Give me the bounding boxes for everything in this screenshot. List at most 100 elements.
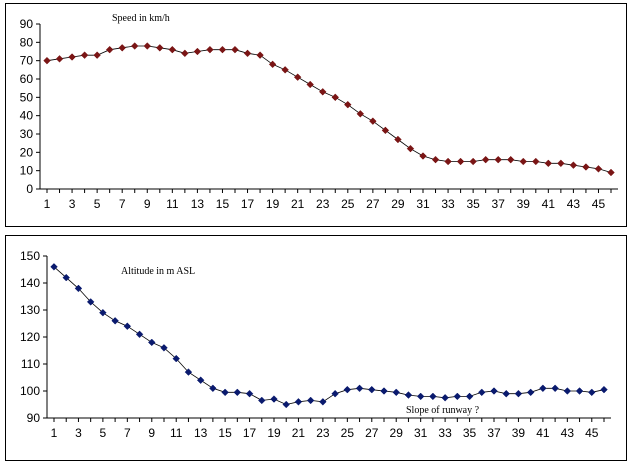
speed-y-tick-label: 80 [20, 35, 34, 49]
altitude-data-point [306, 396, 315, 405]
altitude-data-point [148, 338, 156, 347]
speed-data-point [306, 80, 314, 89]
altitude-data-point [331, 389, 339, 398]
speed-x-tick-label: 41 [542, 197, 556, 211]
speed-y-tick-label: 0 [26, 182, 33, 196]
altitude-x-tick-label: 39 [512, 426, 526, 440]
altitude-data-point [465, 392, 474, 401]
altitude-data-point [160, 344, 168, 352]
altitude-x-tick-label: 37 [487, 426, 501, 440]
speed-chart-panel: 0 10 20 30 40 50 60 70 80 90 1 3 5 7 9 11 13 15 17 19 21 23 25… [5, 3, 627, 227]
altitude-x-tick-label: 27 [365, 426, 379, 440]
speed-data-point [557, 159, 565, 168]
altitude-x-tick-label: 33 [438, 426, 452, 440]
speed-y-tick-label: 60 [20, 72, 34, 86]
speed-x-tick-label: 35 [466, 197, 480, 211]
speed-x-tick-label: 19 [266, 197, 280, 211]
altitude-x-tick-label: 5 [100, 426, 107, 440]
speed-data-point [506, 155, 515, 164]
speed-data-point [181, 49, 189, 58]
speed-x-tick-label: 45 [592, 197, 606, 211]
altitude-data-point [551, 384, 559, 393]
speed-data-point [331, 93, 340, 102]
speed-data-point [105, 45, 114, 54]
speed-data-point [318, 88, 327, 96]
altitude-data-point [209, 384, 217, 393]
speed-data-point [193, 47, 202, 56]
speed-data-point [607, 168, 615, 177]
altitude-data-point [490, 387, 498, 395]
altitude-y-tick-label: 140 [20, 276, 40, 290]
altitude-annotation: Slope of runway ? [406, 405, 480, 416]
altitude-data-point [123, 322, 132, 330]
speed-data-point [168, 45, 177, 54]
altitude-data-point [526, 388, 535, 397]
speed-data-point [293, 73, 302, 81]
altitude-data-point [282, 400, 290, 409]
altitude-data-point [416, 392, 425, 401]
altitude-data-point [319, 398, 327, 406]
altitude-x-tick-label: 1 [51, 426, 58, 440]
altitude-x-tick-label: 19 [267, 426, 281, 440]
altitude-data-point [62, 273, 70, 282]
altitude-data-point [111, 317, 119, 325]
speed-data-point [444, 157, 452, 166]
speed-data-point [231, 45, 239, 54]
altitude-data-point [380, 387, 388, 395]
altitude-x-tick-label: 25 [341, 426, 355, 440]
altitude-x-tick-label: 45 [585, 426, 599, 440]
altitude-data-point [588, 388, 596, 397]
altitude-x-tick-label: 17 [243, 426, 257, 440]
altitude-data-point [343, 385, 352, 394]
speed-data-point [419, 152, 427, 160]
altitude-data-point [50, 263, 58, 271]
altitude-data-point [392, 388, 400, 397]
speed-x-tick-label: 27 [366, 197, 380, 211]
altitude-data-point [478, 388, 486, 397]
speed-data-point [544, 159, 553, 168]
speed-x-tick-label: 11 [166, 197, 179, 211]
altitude-data-point [74, 284, 83, 293]
altitude-data-point [575, 387, 584, 395]
speed-x-tick-label: 15 [216, 197, 230, 211]
speed-data-point [469, 157, 477, 166]
speed-y-tick-label: 50 [20, 90, 34, 104]
speed-data-point [268, 60, 277, 69]
speed-data-point [431, 155, 440, 164]
speed-x-tick-label: 23 [316, 197, 330, 211]
altitude-y-tick-label: 120 [20, 330, 40, 344]
altitude-x-tick-label: 7 [124, 426, 131, 440]
speed-x-tick-label: 43 [567, 197, 581, 211]
altitude-data-point [563, 387, 572, 395]
speed-data-point [281, 66, 289, 74]
altitude-chart-panel: 90 100 110 120 130 140 150 1 3 5 7 9 11 13 15 17 19 21 23 2… [5, 235, 627, 461]
speed-data-point [256, 51, 264, 59]
speed-data-point [519, 157, 528, 166]
altitude-x-tick-label: 11 [170, 426, 183, 440]
altitude-y-tick-label: 130 [20, 303, 40, 317]
speed-data-point [356, 110, 365, 118]
altitude-x-tick-label: 9 [148, 426, 155, 440]
speed-y-tick-label: 30 [20, 127, 34, 141]
speed-x-tick-label: 7 [119, 197, 126, 211]
speed-data-point [143, 42, 152, 50]
speed-data-point [80, 51, 89, 59]
speed-x-tick-label: 39 [517, 197, 531, 211]
altitude-data-point [368, 385, 376, 394]
altitude-data-point [453, 392, 462, 401]
speed-data-point [394, 135, 402, 144]
altitude-data-point [258, 396, 266, 405]
speed-data-point [43, 56, 51, 65]
altitude-data-point [196, 376, 205, 384]
altitude-data-point [404, 391, 413, 399]
speed-data-point [406, 144, 415, 153]
speed-x-tick-label: 31 [416, 197, 430, 211]
altitude-data-point [294, 398, 303, 406]
altitude-y-tick-label: 110 [21, 357, 40, 371]
altitude-data-point [233, 388, 242, 397]
altitude-x-tick-label: 29 [390, 426, 404, 440]
speed-chart-title: Speed in km/h [112, 13, 170, 24]
speed-x-tick-label: 29 [391, 197, 405, 211]
altitude-data-point [441, 393, 449, 402]
